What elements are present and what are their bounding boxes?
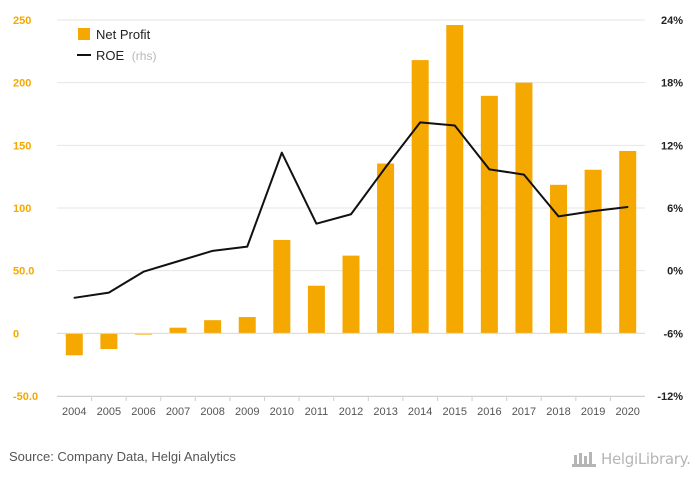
x-tick-label: 2005 [97,406,121,418]
left-tick-label: -50.0 [13,391,38,403]
right-tick-label: 0% [667,266,683,278]
right-axis-ticks: -12% -6% 0% 6% 12% 18% 24% [657,15,683,403]
bar-net-profit-2010 [273,239,291,334]
x-axis-ticks: 2004 2005 2006 2007 2008 2009 2010 2011 2012 2013… [62,396,640,418]
left-tick-label: 0 [13,328,19,340]
x-tick-label: 2019 [581,406,605,418]
roe-point-2004 [73,297,76,299]
roe-point-2016 [488,168,491,171]
bar-net-profit-2008 [204,320,222,334]
x-tick-label: 2020 [615,406,639,418]
x-tick-label: 2004 [62,406,86,418]
roe-point-2019 [592,210,594,212]
bar-net-profit-2006 [134,333,152,335]
x-tick-label: 2018 [546,406,570,418]
left-tick-label: 100 [13,203,31,215]
right-tick-label: 12% [661,140,683,152]
right-tick-label: 6% [667,203,683,215]
x-tick-label: 2011 [305,406,329,418]
roe-point-2008 [211,250,214,252]
helgi-library-logo: HelgiLibrary. [571,448,691,470]
roe-point-2006 [142,270,145,273]
left-tick-label: 200 [13,78,31,90]
legend-label-roe: ROE [96,48,125,63]
net-profit-bars [65,25,637,356]
roe-point-2015 [453,124,456,127]
roe-point-2005 [108,291,110,294]
bar-net-profit-2015 [446,25,464,334]
right-tick-label: 24% [661,15,683,27]
source-note: Source: Company Data, Helgi Analytics [9,449,236,464]
roe-point-2009 [246,245,249,248]
logo-text: HelgiLibrary. [601,450,691,468]
library-building-icon [572,452,596,467]
bar-net-profit-2009 [238,317,256,334]
left-axis-ticks: -50.0 0 50.0 100 150 200 250 [13,15,38,403]
legend-sub-roe: (rhs) [132,49,157,63]
roe-line-series [73,121,629,299]
x-tick-label: 2013 [373,406,397,418]
roe-point-2020 [626,206,629,208]
roe-point-2011 [315,222,318,225]
x-tick-label: 2006 [131,406,155,418]
legend: Net Profit ROE (rhs) [77,27,156,63]
left-tick-label: 250 [13,15,31,27]
roe-point-2007 [177,260,179,263]
bar-net-profit-2019 [584,169,602,334]
bar-net-profit-2011 [307,285,325,334]
roe-point-2014 [419,121,421,124]
right-tick-label: -6% [663,328,683,340]
roe-point-2010 [281,151,283,154]
legend-label-roe-group: ROE (rhs) [96,48,156,63]
right-tick-label: -12% [657,391,683,403]
x-tick-label: 2007 [166,406,190,418]
left-tick-label: 150 [13,140,31,152]
bar-net-profit-2014 [411,60,429,334]
bar-net-profit-2016 [480,95,498,334]
legend-label-net-profit: Net Profit [96,27,151,42]
x-tick-label: 2017 [512,406,536,418]
x-tick-label: 2014 [408,406,432,418]
left-tick-label: 50.0 [13,266,34,278]
bar-net-profit-2013 [377,163,395,334]
x-tick-label: 2010 [270,406,294,418]
bar-net-profit-2017 [515,82,533,334]
bar-net-profit-2012 [342,255,360,334]
roe-point-2017 [523,173,525,176]
legend-swatch-net-profit [78,28,90,40]
x-tick-label: 2009 [235,406,259,418]
roe-point-2013 [384,166,387,169]
bar-net-profit-2007 [169,327,187,334]
bar-net-profit-2004 [65,333,83,356]
roe-point-2018 [557,215,560,218]
bar-net-profit-2005 [100,333,118,349]
bar-net-profit-2020 [619,150,637,334]
x-tick-label: 2015 [443,406,467,418]
x-tick-label: 2012 [339,406,363,418]
x-tick-label: 2016 [477,406,501,418]
bar-net-profit-2018 [550,184,568,334]
x-tick-label: 2008 [200,406,224,418]
right-tick-label: 18% [661,78,683,90]
roe-point-2012 [350,213,352,216]
